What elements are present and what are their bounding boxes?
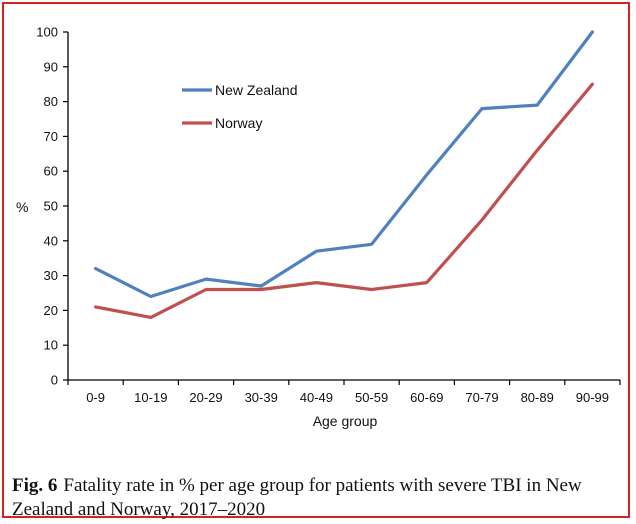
x-tick-label: 70-79	[465, 390, 498, 405]
figure-caption: Fig. 6 Fatality rate in % per age group f…	[12, 474, 622, 522]
data-point	[260, 284, 263, 288]
x-tick-label: 50-59	[355, 390, 388, 405]
figure-number: Fig. 6	[12, 475, 58, 496]
y-tick-label: 90	[44, 59, 58, 74]
series-line-new-zealand	[93, 30, 595, 299]
data-point	[370, 288, 373, 291]
y-tick-label: 20	[44, 303, 58, 318]
data-point	[591, 83, 594, 86]
data-point	[536, 149, 539, 152]
y-tick-label: 60	[44, 164, 58, 179]
legend-label: Norway	[215, 115, 262, 131]
data-point	[370, 243, 373, 246]
data-point	[480, 218, 484, 222]
x-tick-label: 60-69	[410, 390, 443, 405]
x-tick-label: 0-9	[86, 390, 105, 405]
data-point	[315, 281, 318, 284]
data-point	[204, 288, 208, 291]
data-point	[425, 281, 428, 284]
x-tick-label: 20-29	[189, 390, 222, 405]
series-line-norway	[93, 82, 595, 319]
x-tick-label: 10-19	[134, 390, 167, 405]
y-tick-label: 70	[44, 129, 58, 144]
x-tick-label: 80-89	[521, 390, 554, 405]
y-tick-label: 50	[44, 199, 58, 214]
data-point	[536, 103, 539, 107]
caption-text: Fatality rate in % per age group for pat…	[12, 475, 582, 520]
x-tick-label: 30-39	[245, 390, 278, 405]
y-tick-label: 40	[44, 233, 58, 248]
legend-label: New Zealand	[215, 82, 298, 98]
y-axis-ticks: 0 10 20 30 40 50 60 70 80 90 100	[36, 25, 68, 388]
y-tick-label: 30	[44, 268, 58, 283]
series-lines	[93, 30, 595, 319]
y-tick-label: 0	[51, 373, 58, 388]
x-axis-title: Age group	[313, 413, 378, 429]
y-tick-label: 80	[44, 94, 58, 109]
data-point	[480, 107, 484, 110]
data-point	[260, 288, 263, 291]
figure-frame	[2, 2, 630, 518]
data-point	[204, 277, 208, 281]
data-point	[149, 316, 152, 319]
x-axis-ticks: 0-9 10-19 20-29 30-39 40-49 50-59 60-69 70-79 80…	[67, 380, 621, 405]
data-point	[149, 295, 152, 298]
line-chart: 0 10 20 30 40 50 60 70 80 90 100 0-9 10-19 20-29 30-3…	[16, 25, 621, 429]
data-point	[591, 30, 594, 34]
data-point	[94, 305, 97, 309]
x-tick-label: 90-99	[576, 390, 609, 405]
y-tick-label: 10	[44, 338, 58, 353]
data-point	[315, 250, 318, 253]
data-point	[425, 173, 428, 176]
y-tick-label: 100	[36, 25, 58, 40]
legend: New Zealand Norway	[182, 82, 298, 131]
y-axis-title: %	[16, 199, 28, 215]
data-point	[94, 267, 97, 270]
x-tick-label: 40-49	[300, 390, 333, 405]
